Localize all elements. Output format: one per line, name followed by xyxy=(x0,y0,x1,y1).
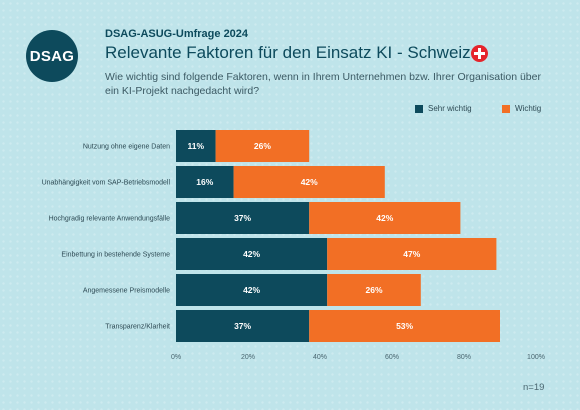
legend-label-wichtig: Wichtig xyxy=(515,104,542,113)
swiss-flag-icon xyxy=(471,45,488,62)
category-label: Einbettung in bestehende Systeme xyxy=(61,252,170,259)
bar-segment xyxy=(176,310,310,342)
data-label: 16% xyxy=(196,177,213,187)
sample-size-label: n=19 xyxy=(523,382,545,393)
legend-label-sehr-wichtig: Sehr wichtig xyxy=(428,104,472,113)
bar-segment xyxy=(176,274,328,306)
dsag-logo: DSAG xyxy=(26,30,78,82)
data-label: 53% xyxy=(396,321,413,331)
bar-segment xyxy=(176,238,328,270)
data-label: 26% xyxy=(254,141,271,151)
category-label: Nutzung ohne eigene Daten xyxy=(83,144,170,151)
chart-subtitle: Wie wichtig sind folgende Faktoren, wenn… xyxy=(105,71,541,97)
bar-segment xyxy=(233,166,385,198)
category-label: Unabhängigkeit vom SAP-Betriebsmodell xyxy=(42,180,171,187)
bar-segment xyxy=(309,310,500,342)
bar-segment xyxy=(327,274,421,306)
bar-segment xyxy=(176,202,310,234)
bar-segment xyxy=(176,130,216,162)
data-label: 42% xyxy=(243,285,260,295)
logo-text: DSAG xyxy=(29,47,75,65)
x-tick-label: 80% xyxy=(457,354,471,361)
category-label: Angemessene Preismodelle xyxy=(83,288,170,295)
data-label: 37% xyxy=(234,321,251,331)
legend-item-sehr-wichtig: Sehr wichtig xyxy=(415,104,472,113)
bar-segment xyxy=(176,166,234,198)
legend-swatch-sehr-wichtig xyxy=(415,104,423,113)
category-label: Hochgradig relevante Anwendungsfälle xyxy=(49,216,171,223)
data-label: 42% xyxy=(376,213,393,223)
x-tick-label: 100% xyxy=(527,354,545,361)
bar-segment xyxy=(327,238,497,270)
data-label: 11% xyxy=(188,141,205,151)
data-label: 26% xyxy=(365,285,382,295)
legend-item-wichtig: Wichtig xyxy=(502,104,541,113)
bar-segment xyxy=(215,130,310,162)
data-label: 47% xyxy=(403,249,420,259)
survey-label: DSAG-ASUG-Umfrage 2024 xyxy=(105,28,249,40)
category-label: Transparenz/Klarheit xyxy=(105,324,170,331)
legend-swatch-wichtig xyxy=(502,104,510,113)
chart-title: Relevante Faktoren für den Einsatz KI - … xyxy=(105,43,471,62)
bar-segment xyxy=(309,202,461,234)
data-label: 42% xyxy=(243,249,260,259)
x-tick-label: 20% xyxy=(241,354,255,361)
data-label: 42% xyxy=(301,177,318,187)
x-tick-label: 40% xyxy=(313,354,327,361)
x-tick-label: 60% xyxy=(385,354,399,361)
x-tick-label: 0% xyxy=(171,354,181,361)
data-label: 37% xyxy=(234,213,251,223)
